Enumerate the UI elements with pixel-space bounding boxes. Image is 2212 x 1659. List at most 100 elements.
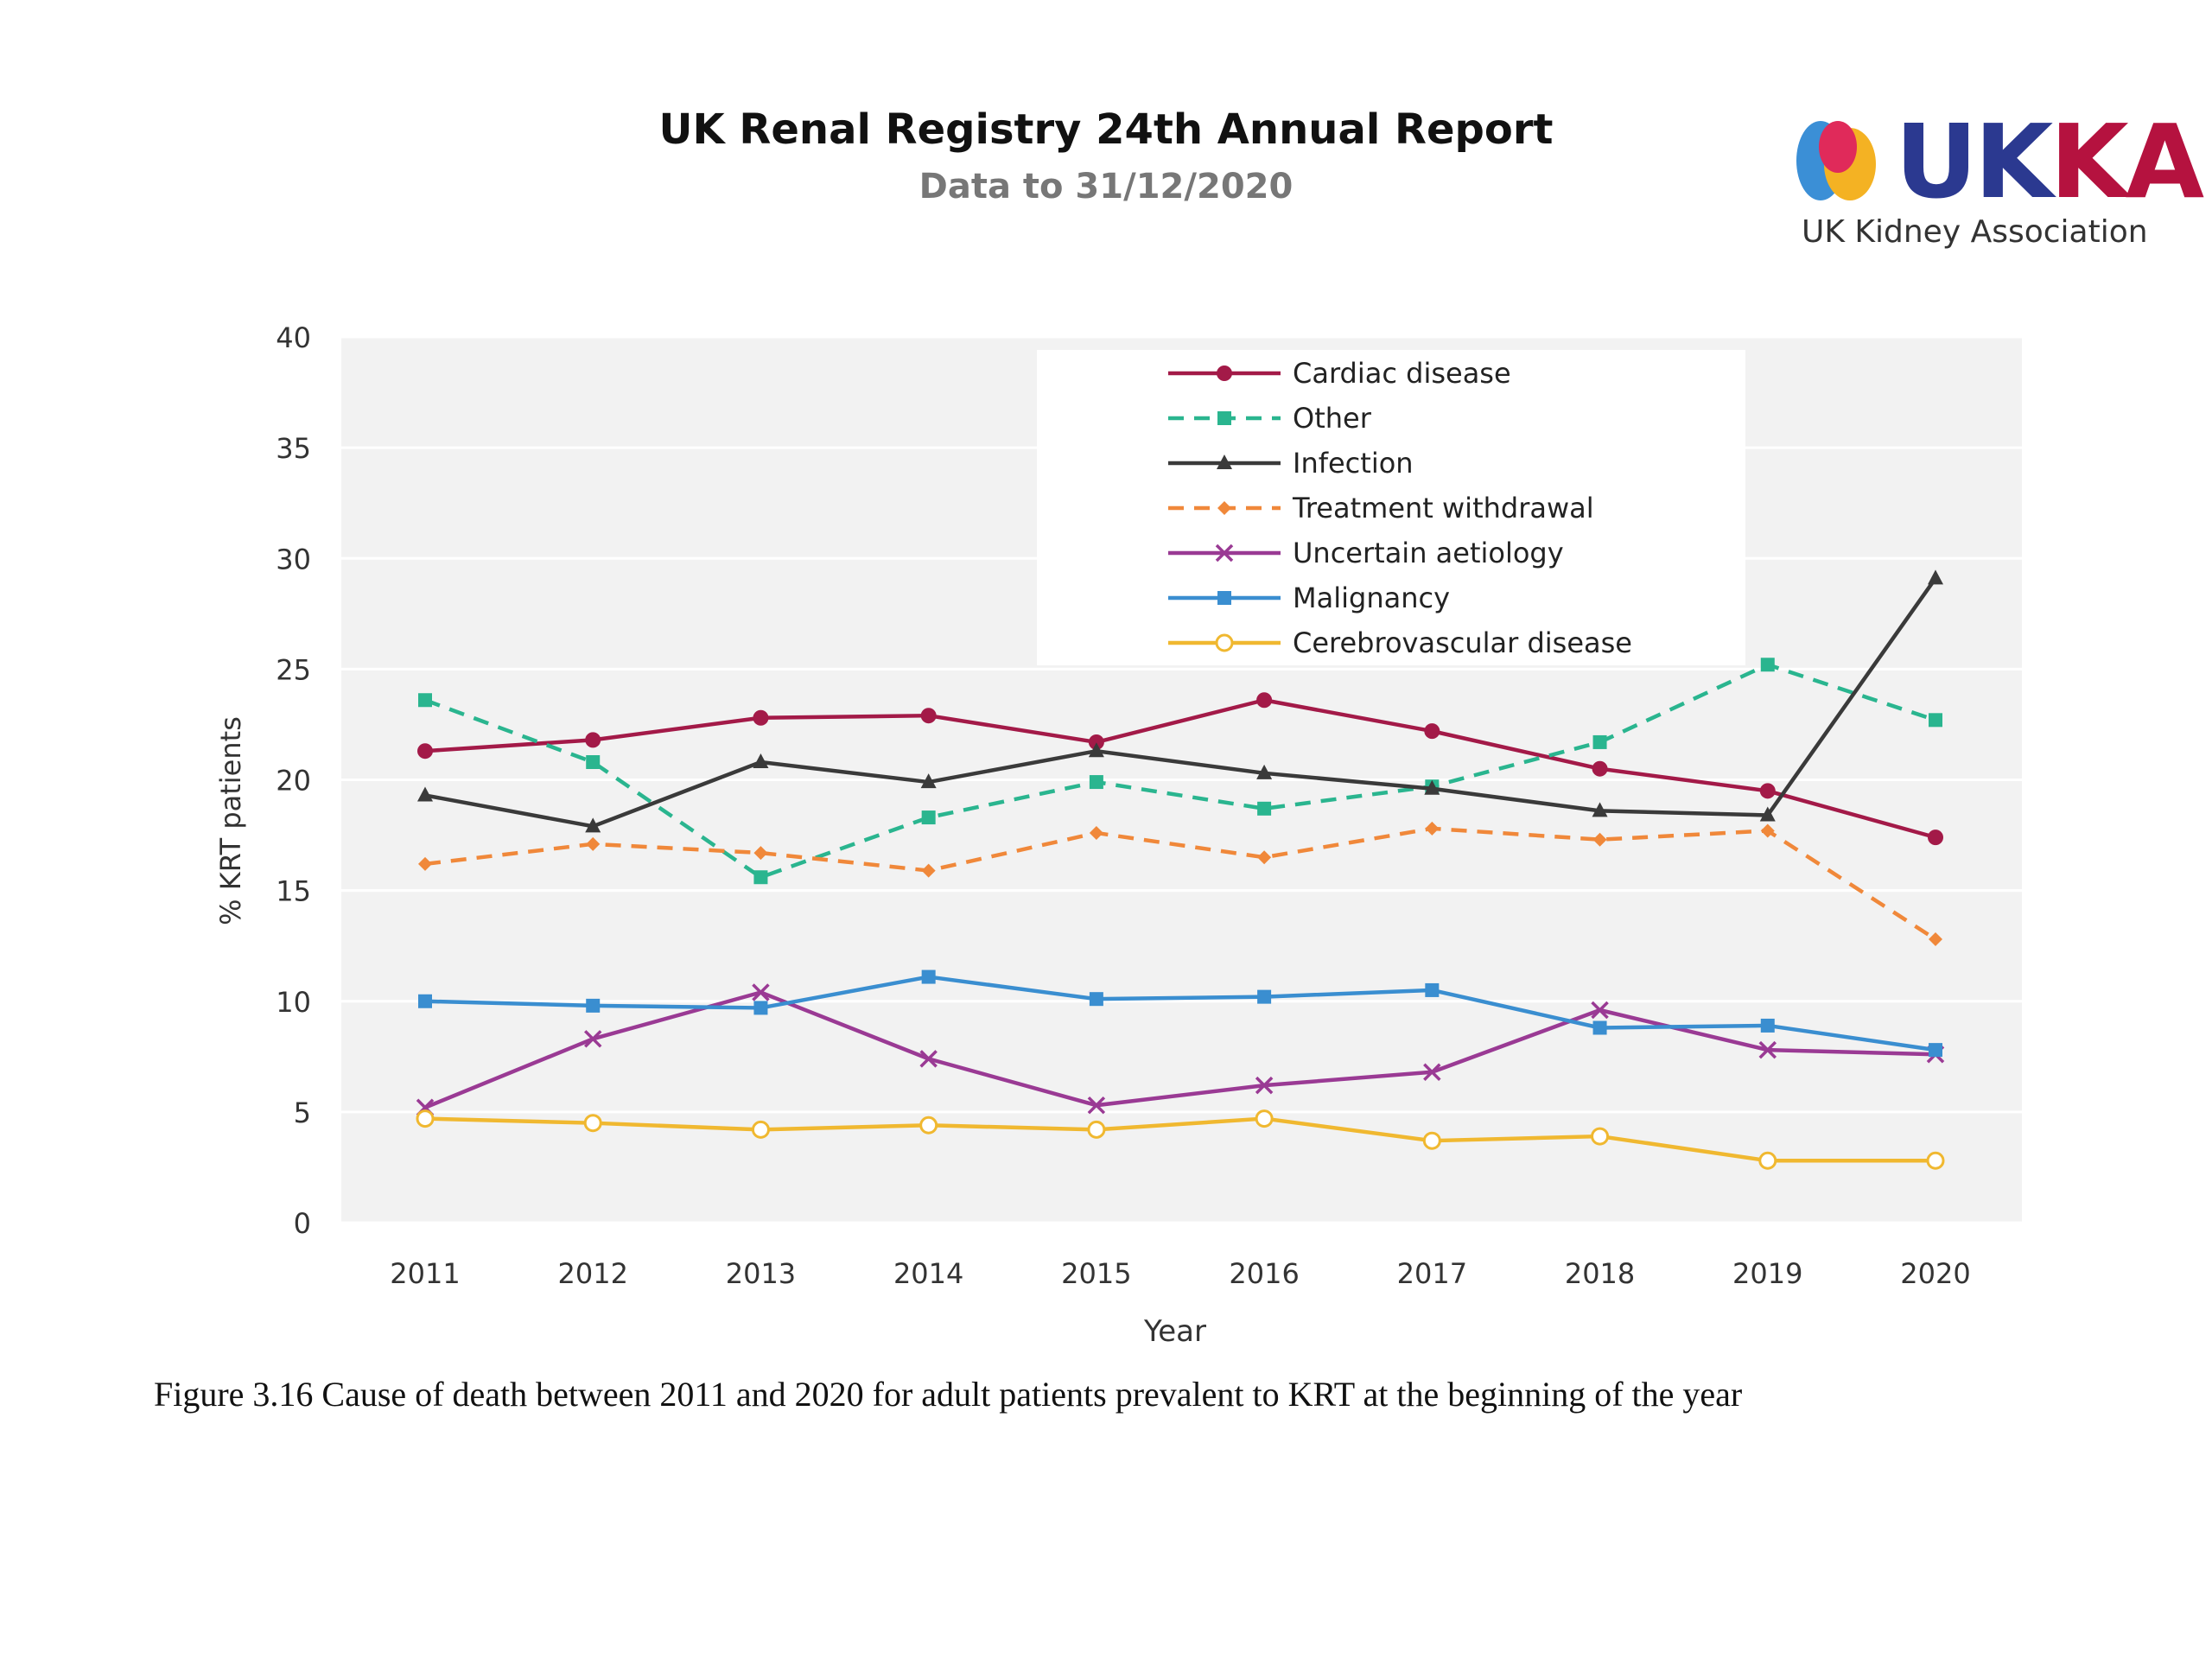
data-point: [418, 856, 432, 871]
y-tick-label: 0: [294, 1207, 311, 1240]
data-point: [1759, 783, 1776, 799]
legend-label: Treatment withdrawal: [1292, 492, 1594, 524]
legend-label: Cerebrovascular disease: [1293, 626, 1632, 659]
data-point: [583, 1030, 602, 1048]
legend-label: Malignancy: [1293, 582, 1450, 614]
logo-tagline: UK Kidney Association: [1802, 214, 2148, 250]
data-point: [417, 786, 433, 802]
data-point: [1087, 1120, 1106, 1139]
legend: Cardiac disease Other Infection Treatment w…: [1037, 350, 1745, 665]
logo-wordmark: UKKA: [1895, 102, 2204, 221]
data-point: [1760, 823, 1775, 838]
data-point: [585, 732, 601, 748]
figure-caption: Figure 3.16 Cause of death between 2011 …: [154, 1375, 1743, 1414]
data-point: [586, 755, 601, 769]
y-tick-label: 30: [276, 543, 311, 575]
series-line: [424, 1116, 1936, 1163]
data-point: [1424, 723, 1440, 740]
data-point: [1926, 1151, 1945, 1170]
data-point: [1592, 1020, 1607, 1035]
data-point: [752, 983, 770, 1001]
ukka-logo-mark: [1796, 121, 1876, 200]
x-tick-label: 2012: [558, 1257, 628, 1290]
legend-item: Malignancy: [1168, 582, 1450, 614]
x-tick-label: 2011: [390, 1257, 460, 1290]
report-subtitle: Data to 31/12/2020: [918, 167, 1294, 207]
data-point: [418, 693, 432, 708]
data-point: [1592, 734, 1607, 749]
data-point: [920, 773, 937, 789]
legend-marker: [1217, 411, 1231, 425]
data-point: [1760, 658, 1775, 672]
legend-marker: [1215, 543, 1234, 563]
series-malignancy: [418, 969, 1942, 1058]
series-line: [424, 826, 1937, 941]
y-tick-labels: 0 5 10 15 20 25 30 35 40: [276, 321, 311, 1240]
data-point: [1928, 830, 1943, 846]
data-point: [1088, 742, 1104, 758]
data-point: [1257, 989, 1272, 1004]
logo-word-uk: UK: [1895, 102, 2053, 221]
y-axis-label: % KRT patients: [214, 716, 247, 925]
legend-item: Cardiac disease: [1168, 357, 1511, 390]
data-point: [1089, 826, 1103, 840]
data-point: [1424, 779, 1440, 795]
data-point: [1759, 806, 1776, 822]
data-point: [417, 743, 433, 760]
data-point: [753, 753, 769, 768]
series-line: [424, 698, 1936, 840]
x-tick-label: 2019: [1732, 1257, 1802, 1290]
data-point: [1257, 850, 1272, 865]
data-point: [753, 870, 768, 885]
data-point: [1758, 1151, 1777, 1170]
y-tick-label: 20: [276, 765, 311, 798]
logo-word-ka: KA: [2050, 102, 2204, 221]
legend-marker: [1217, 591, 1231, 605]
series-line: [424, 663, 1936, 880]
series-treatment-withdrawal: [418, 821, 1942, 946]
y-tick-label: 25: [276, 653, 311, 686]
data-point: [919, 1050, 938, 1068]
data-point: [1089, 775, 1103, 790]
data-point: [1760, 1018, 1775, 1033]
legend-item: Other: [1168, 402, 1372, 435]
data-point: [1591, 1001, 1609, 1020]
series-cerebrovascular-disease: [416, 1109, 1945, 1170]
data-point: [920, 708, 937, 724]
data-point: [1425, 821, 1440, 836]
legend-marker: [1215, 633, 1234, 652]
x-tick-label: 2014: [893, 1257, 963, 1290]
data-point: [753, 846, 768, 861]
data-point: [1256, 764, 1273, 779]
x-tick-labels: 2011 2012 2013 2014 2015 2016 2017 2018 2019 2020: [390, 1257, 1970, 1290]
x-tick-label: 2015: [1061, 1257, 1131, 1290]
data-point: [1929, 713, 1942, 728]
legend-item: Treatment withdrawal: [1168, 492, 1594, 524]
series-cardiac-disease: [417, 692, 1943, 846]
data-point: [1422, 1131, 1441, 1150]
x-tick-label: 2016: [1229, 1257, 1299, 1290]
data-point: [583, 1114, 602, 1133]
data-point: [1591, 1127, 1610, 1146]
legend-label: Infection: [1293, 447, 1414, 480]
series-lines: [416, 569, 1945, 1170]
ukka-logo: UKKA UK Kidney Association: [1793, 105, 2204, 259]
y-tick-label: 35: [276, 432, 311, 465]
data-point: [416, 1109, 435, 1128]
legend-item: Uncertain aetiology: [1168, 537, 1564, 569]
x-axis-label: Year: [1143, 1314, 1206, 1349]
data-point: [418, 994, 432, 1008]
data-point: [921, 969, 936, 984]
data-point: [1087, 1096, 1106, 1115]
legend-marker: [1217, 365, 1232, 381]
data-point: [1592, 832, 1607, 847]
logo-blob-red: [1819, 121, 1857, 173]
report-title: UK Renal Registry 24th Annual Report: [658, 105, 1554, 154]
x-tick-label: 2017: [1397, 1257, 1467, 1290]
legend-label: Uncertain aetiology: [1293, 537, 1564, 569]
report-header: UK Renal Registry 24th Annual Report Dat…: [0, 104, 2212, 213]
legend-marker: [1217, 501, 1231, 515]
y-tick-label: 40: [276, 321, 311, 354]
y-tick-label: 5: [294, 1096, 311, 1129]
data-point: [1425, 982, 1440, 997]
